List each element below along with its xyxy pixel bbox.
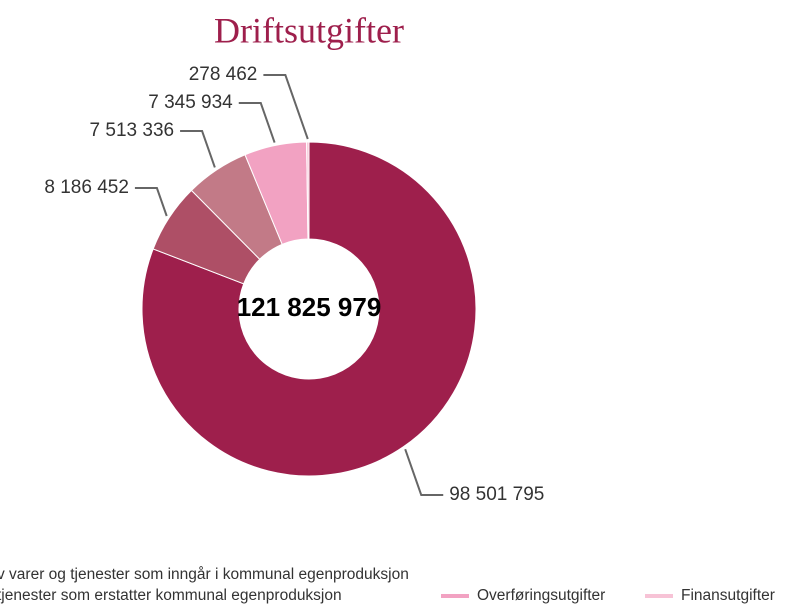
donut-slice — [306, 141, 310, 240]
legend-label: Overføringsutgifter — [477, 587, 605, 604]
data-label: 98 501 795 — [449, 484, 544, 505]
leader-line — [404, 448, 444, 496]
data-label: 8 186 452 — [44, 177, 129, 198]
legend-label: v varer og tjenester som inngår i kommun… — [0, 566, 409, 583]
data-label: 278 462 — [189, 64, 258, 85]
leader-line — [263, 74, 309, 140]
legend-label: Finansutgifter — [681, 587, 775, 604]
legend-label: tjenester som erstatter kommunal egenpro… — [0, 587, 342, 604]
leader-line — [180, 130, 216, 168]
data-label: 7 513 336 — [90, 120, 175, 141]
donut-slice — [141, 141, 477, 477]
leader-line — [134, 187, 168, 217]
center-total: 121 825 979 — [237, 292, 382, 322]
data-label: 7 345 934 — [148, 92, 233, 113]
chart-title: Driftsutgifter — [214, 10, 404, 50]
leader-line — [238, 102, 276, 143]
